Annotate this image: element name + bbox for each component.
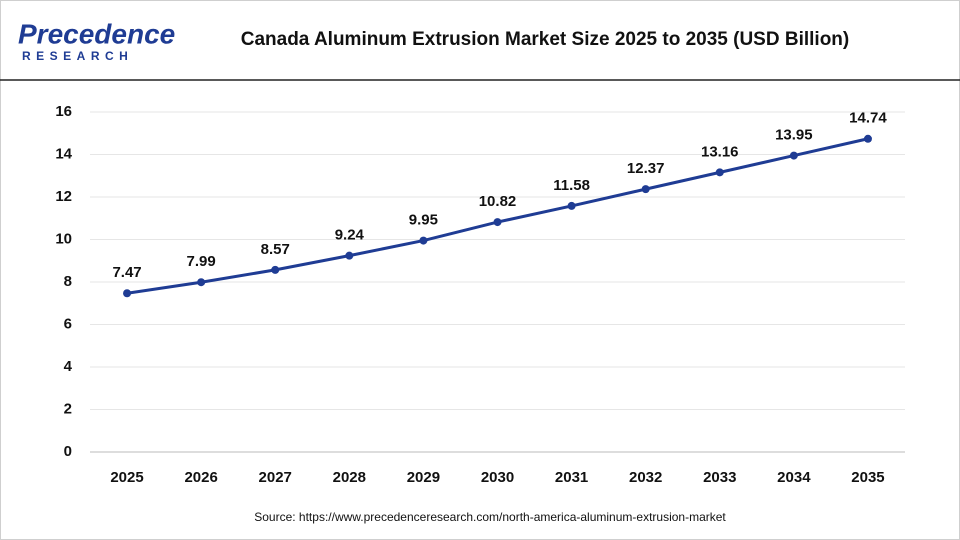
point bbox=[271, 265, 280, 274]
source: Source: https://www.precedenceresearch.c… bbox=[254, 510, 726, 524]
value-label: 9.95 bbox=[409, 212, 438, 229]
logo-name: Precedence bbox=[18, 18, 175, 49]
y-tick-label: 2 bbox=[64, 400, 72, 417]
point bbox=[715, 168, 724, 177]
value-label: 10.82 bbox=[479, 193, 517, 210]
value-label: 14.74 bbox=[849, 110, 887, 127]
chart-title: Canada Aluminum Extrusion Market Size 20… bbox=[241, 29, 850, 50]
value-label: 13.95 bbox=[775, 127, 813, 144]
point bbox=[197, 278, 206, 287]
y-tick-label: 0 bbox=[64, 443, 72, 460]
value-label: 12.37 bbox=[627, 160, 665, 177]
x-tick-label: 2031 bbox=[555, 469, 588, 486]
x-tick-label: 2029 bbox=[407, 469, 440, 486]
value-label: 11.58 bbox=[553, 177, 590, 194]
point bbox=[567, 201, 576, 210]
point bbox=[789, 151, 798, 160]
y-tick-label: 4 bbox=[64, 358, 73, 375]
point bbox=[419, 236, 428, 245]
x-tick-label: 2028 bbox=[333, 469, 366, 486]
value-label: 13.16 bbox=[701, 143, 739, 160]
y-tick-label: 10 bbox=[55, 230, 72, 247]
y-tick-label: 16 bbox=[55, 103, 72, 120]
value-label: 8.57 bbox=[261, 241, 290, 258]
point bbox=[123, 289, 132, 298]
x-tick-label: 2030 bbox=[481, 469, 514, 486]
x-tick-label: 2026 bbox=[184, 469, 217, 486]
x-tick-label: 2025 bbox=[110, 469, 143, 486]
x-tick-label: 2027 bbox=[259, 469, 292, 486]
x-tick-label: 2035 bbox=[851, 469, 884, 486]
point bbox=[493, 218, 502, 227]
y-tick-label: 8 bbox=[64, 273, 72, 290]
value-label: 9.24 bbox=[335, 227, 365, 244]
point bbox=[863, 134, 872, 143]
value-label: 7.47 bbox=[112, 264, 141, 281]
x-tick-label: 2034 bbox=[777, 469, 811, 486]
x-tick-label: 2033 bbox=[703, 469, 736, 486]
y-tick-label: 6 bbox=[64, 315, 72, 332]
point bbox=[345, 251, 354, 260]
value-label: 7.99 bbox=[187, 253, 216, 270]
x-tick-label: 2032 bbox=[629, 469, 662, 486]
y-tick-label: 14 bbox=[55, 145, 72, 162]
y-tick-label: 12 bbox=[55, 188, 72, 205]
point bbox=[641, 185, 650, 194]
logo-tagline: RESEARCH bbox=[22, 49, 133, 63]
